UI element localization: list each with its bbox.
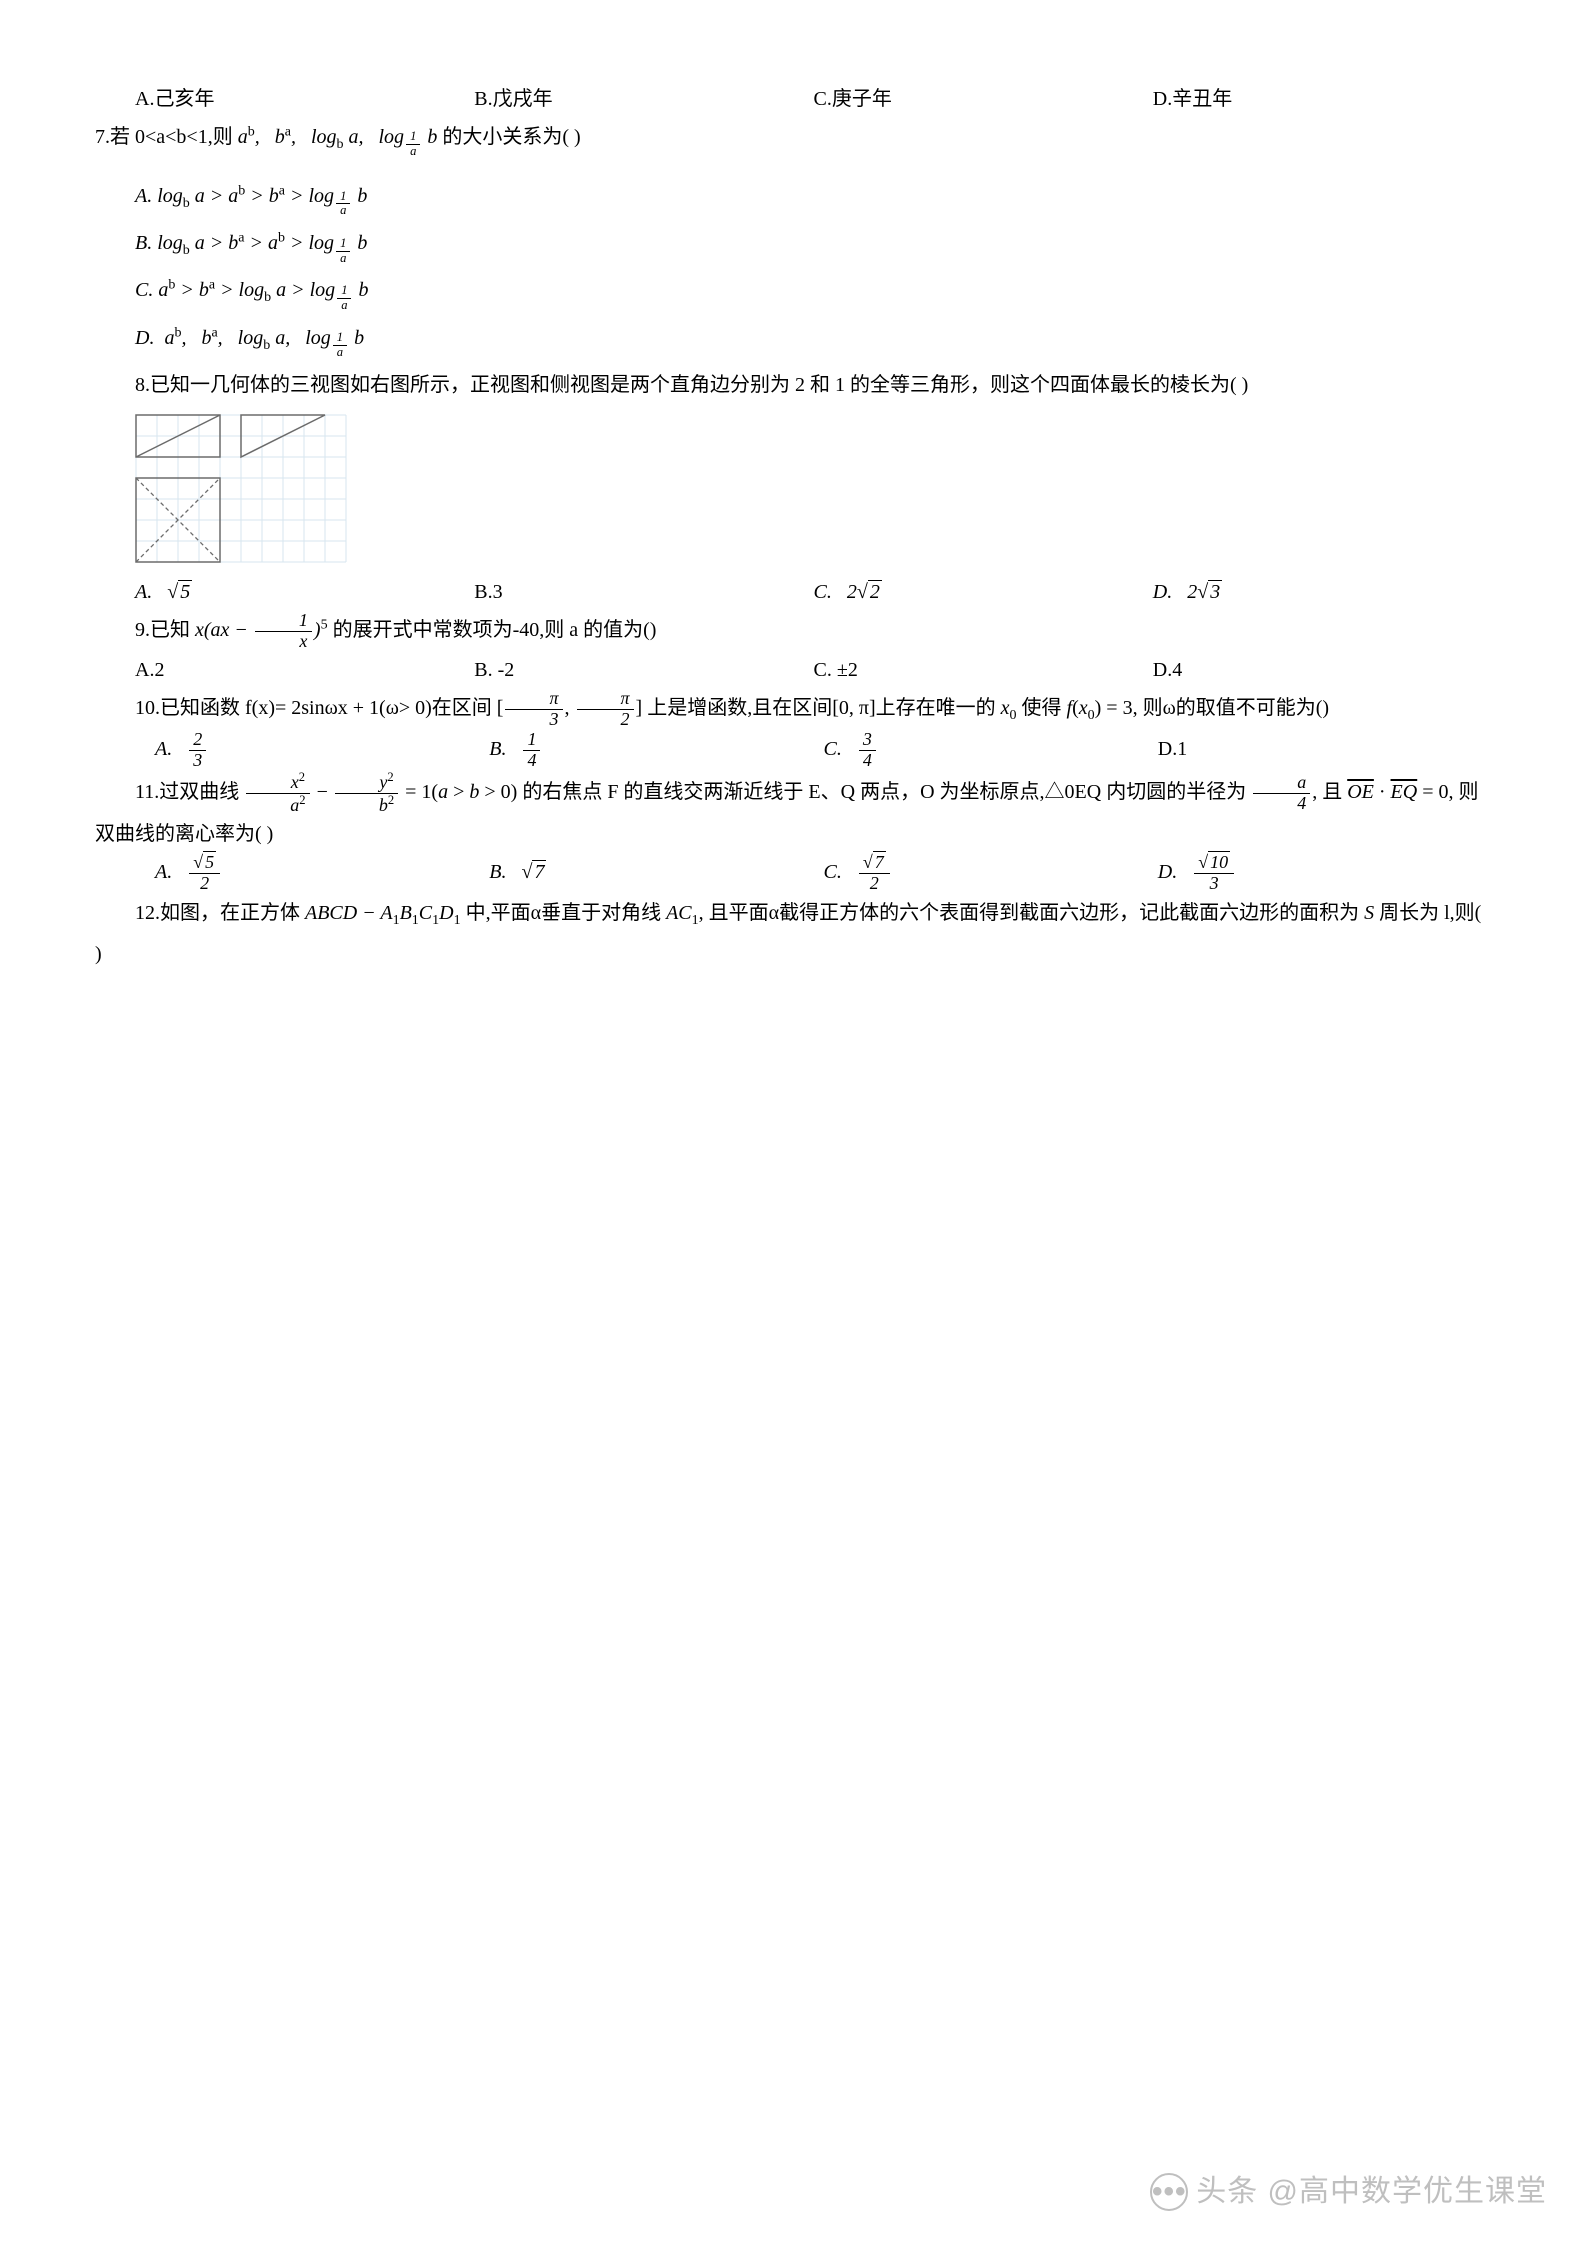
q10-stem: 10.已知函数 f(x)= 2sinωx + 1(ω> 0)在区间 [π3, π… [95,689,1492,730]
q10-opt-b: B. 14 [489,730,823,771]
q9-opt-d: D.4 [1153,651,1492,689]
q8-options: A. 5 B.3 C. 22 D. 23 [95,573,1492,611]
watermark: •••头条 @高中数学优生课堂 [1150,2163,1547,2220]
q7-opt-b: B. logb a > ba > ab > log1a b [95,224,1492,265]
watermark-text: 头条 @高中数学优生课堂 [1196,2175,1547,2208]
q7-stem: 7.若 0<a<b<1,则 ab, ba, logb a, log1a b 的大… [95,118,1492,159]
q8-stem: 8.已知一几何体的三视图如右图所示，正视图和侧视图是两个直角边分别为 2 和 1… [95,366,1492,404]
q10-options: A. 23 B. 14 C. 34 D.1 [95,730,1492,771]
q10-opt-c: C. 34 [824,730,1158,771]
q11-opt-d: D. 103 [1158,853,1492,894]
q7-stem-post: 的大小关系为( ) [442,126,580,148]
q11-opt-b: B. 7 [489,853,823,894]
q9-opt-c: C. ±2 [814,651,1153,689]
q11-opt-a: A. 52 [155,853,489,894]
q11-opt-c: C. 72 [824,853,1158,894]
q9-opt-a: A.2 [135,651,474,689]
q11-stem: 11.过双曲线 x2a2 − y2b2 = 1(a > b > 0) 的右焦点 … [95,771,1492,854]
q7-opt-c: C. ab > ba > logb a > log1a b [95,271,1492,312]
q11-options: A. 52 B. 7 C. 72 D. 103 [95,853,1492,894]
q8-opt-c: C. 22 [814,573,1153,611]
q7-stem-math: ab, ba, logb a, log1a b [238,126,438,148]
q9-options: A.2 B. -2 C. ±2 D.4 [95,651,1492,689]
q6-options: A.己亥年 B.戊戌年 C.庚子年 D.辛丑年 [95,80,1492,118]
q8-opt-d: D. 23 [1153,573,1492,611]
watermark-icon: ••• [1150,2173,1188,2211]
q10-opt-a: A. 23 [155,730,489,771]
q9-opt-b: B. -2 [474,651,813,689]
q7-opt-a: A. logb a > ab > ba > log1a b [95,177,1492,218]
q6-opt-d: D.辛丑年 [1153,80,1492,118]
q8-opt-b: B.3 [474,573,813,611]
q7-opt-d: D. ab, ba, logb a, log1a b [95,319,1492,360]
q6-opt-c: C.庚子年 [814,80,1153,118]
q10-opt-d: D.1 [1158,730,1492,771]
q6-opt-b: B.戊戌年 [474,80,813,118]
q12-stem: 12.如图，在正方体 ABCD − A1B1C1D1 中,平面α垂直于对角线 A… [95,894,1492,973]
q7-stem-pre: 7.若 0<a<b<1,则 [95,126,238,148]
q8-figure [135,414,347,563]
q9-stem: 9.已知 x(ax − 1x)5 的展开式中常数项为-40,则 a 的值为() [95,611,1492,652]
q8-opt-a: A. 5 [135,573,474,611]
q6-opt-a: A.己亥年 [135,80,474,118]
